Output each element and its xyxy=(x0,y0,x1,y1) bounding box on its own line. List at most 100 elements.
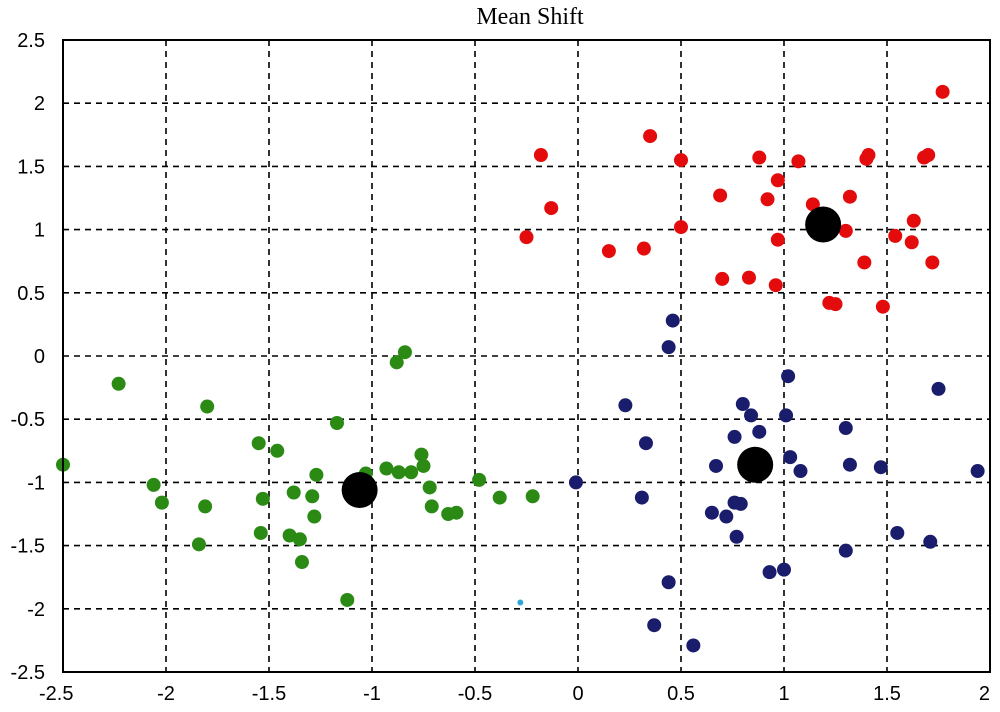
centroid-marker xyxy=(341,471,378,508)
cluster-1-point xyxy=(805,197,820,212)
cluster-1-point xyxy=(636,241,651,256)
cluster-2-point xyxy=(744,408,759,423)
grid-layer xyxy=(63,40,990,672)
cluster-2-point xyxy=(729,529,744,544)
cluster-2-point xyxy=(704,505,719,520)
x-tick-label: -2.5 xyxy=(39,683,73,705)
outlier-point xyxy=(517,599,524,606)
x-tick-label: -1.5 xyxy=(252,683,286,705)
cluster-3-point xyxy=(286,485,301,500)
y-tick-label: 2.5 xyxy=(17,30,45,52)
cluster-3-point xyxy=(251,436,266,451)
cluster-2-point xyxy=(568,475,583,490)
cluster-3-point xyxy=(307,509,322,524)
y-tick-label: 1.5 xyxy=(17,156,45,178)
cluster-3-point xyxy=(255,491,270,506)
y-tick-label: 0 xyxy=(34,346,45,368)
cluster-1-point xyxy=(842,189,857,204)
cluster-3-point xyxy=(329,415,344,430)
cluster-3-point xyxy=(424,499,439,514)
cluster-3-point xyxy=(422,480,437,495)
cluster-2-point xyxy=(873,460,888,475)
cluster-3-point xyxy=(154,495,169,510)
cluster-2-point xyxy=(647,618,662,633)
cluster-2-point xyxy=(842,457,857,472)
cluster-1-point xyxy=(601,244,616,259)
cluster-1-point xyxy=(741,270,756,285)
y-tick-label: 0.5 xyxy=(17,283,45,305)
x-tick-label: 0.5 xyxy=(667,683,695,705)
cluster-1-point xyxy=(838,223,853,238)
cluster-3-point xyxy=(309,467,324,482)
plot-frame xyxy=(62,39,991,673)
cluster-1-point xyxy=(715,271,730,286)
cluster-3-point xyxy=(198,499,213,514)
cluster-1-point xyxy=(875,299,890,314)
cluster-1-point xyxy=(643,129,658,144)
centroid-marker xyxy=(737,446,774,483)
cluster-1-point xyxy=(935,84,950,99)
cluster-3-point xyxy=(294,555,309,570)
cluster-2-point xyxy=(890,525,905,540)
x-tick-label: 2 xyxy=(979,683,990,705)
cluster-2-point xyxy=(781,369,796,384)
cluster-2-point xyxy=(661,340,676,355)
cluster-1-point xyxy=(904,235,919,250)
cluster-2-point xyxy=(719,509,734,524)
cluster-1-point xyxy=(674,153,688,168)
cluster-2-point xyxy=(923,534,938,549)
cluster-1-point xyxy=(925,255,940,270)
cluster-3-point xyxy=(379,461,394,476)
cluster-1-point xyxy=(544,201,559,216)
tick-labels: -2.5 -2 -1.5 -1 -0.5 0 0.5 1 1.5 2 -2.5 -2 -1.5 -1 -0.… xyxy=(11,30,990,705)
cluster-3-point xyxy=(340,592,355,607)
cluster-3-point xyxy=(414,447,429,462)
cluster-1-point xyxy=(861,148,876,163)
x-tick-label: 0 xyxy=(572,683,583,705)
cluster-3-point xyxy=(449,505,464,520)
cluster-2-point xyxy=(752,424,767,439)
cluster-2-point xyxy=(686,638,701,653)
y-tick-label: -1.5 xyxy=(11,536,45,558)
cluster-1-point xyxy=(857,255,872,270)
cluster-1-point xyxy=(888,228,903,243)
x-tick-label: -2 xyxy=(157,683,175,705)
y-tick-label: -1 xyxy=(27,472,45,494)
cluster-3-point xyxy=(389,355,404,370)
cluster-3-point xyxy=(305,489,320,504)
cluster-2-point xyxy=(779,408,794,423)
x-tick-label: -1 xyxy=(363,683,381,705)
y-tick-label: -2 xyxy=(27,599,45,621)
cluster-2-point xyxy=(638,436,653,451)
cluster-2-point xyxy=(838,421,853,436)
data-points xyxy=(56,84,985,653)
cluster-1-point xyxy=(791,154,806,169)
cluster-3-point xyxy=(253,525,268,540)
cluster-2-point xyxy=(970,464,985,479)
cluster-3-point xyxy=(397,345,412,360)
cluster-2-point xyxy=(783,450,798,465)
cluster-3-point xyxy=(146,477,161,492)
cluster-2-point xyxy=(838,543,853,558)
cluster-2-point xyxy=(634,490,649,505)
cluster-3-point xyxy=(200,399,215,414)
cluster-1-point xyxy=(770,232,785,247)
cluster-3-point xyxy=(391,465,406,480)
centroid-marker xyxy=(805,206,842,243)
y-tick-label: -2.5 xyxy=(11,662,45,684)
chart-title: Mean Shift xyxy=(476,4,584,30)
cluster-3-point xyxy=(292,532,307,547)
y-tick-label: 1 xyxy=(34,220,45,242)
cluster-3-point xyxy=(191,537,206,552)
cluster-1-point xyxy=(533,148,548,163)
cluster-1-point xyxy=(519,230,534,245)
cluster-3-point xyxy=(492,490,507,505)
cluster-2-point xyxy=(665,313,680,328)
cluster-2-point xyxy=(618,398,633,413)
cluster-2-point xyxy=(777,562,791,577)
cluster-3-point xyxy=(111,376,126,391)
cluster-3-point xyxy=(525,489,540,504)
cluster-2-point xyxy=(735,397,750,412)
cluster-1-point xyxy=(770,173,785,188)
